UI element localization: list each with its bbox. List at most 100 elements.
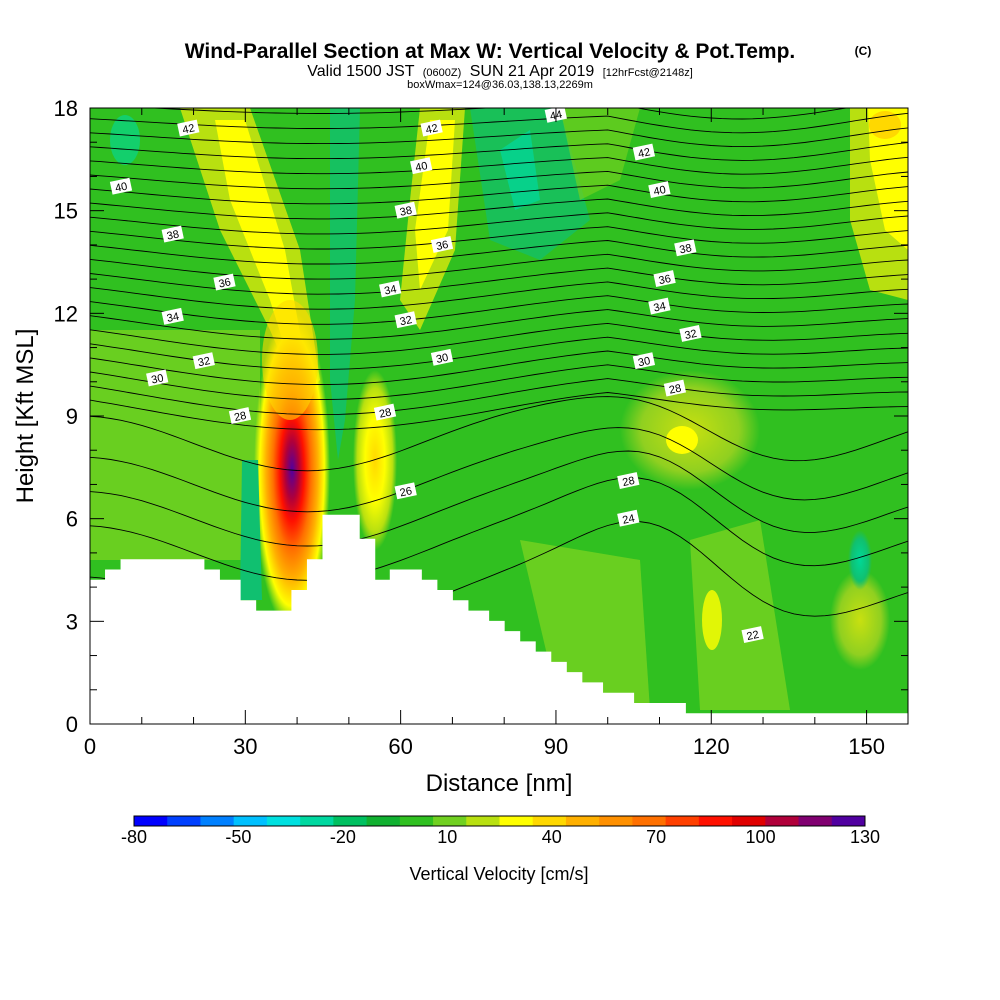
- field-teal-dip: [240, 460, 262, 600]
- theta-contour-label: 22: [741, 626, 764, 643]
- theta-contour-label-text: 36: [218, 276, 232, 290]
- x-tick-label: 30: [233, 734, 257, 759]
- x-axis-label: Distance [nm]: [426, 770, 573, 797]
- theta-contour-label-text: 38: [678, 242, 692, 256]
- theta-contour-line: [90, 350, 908, 385]
- theta-contour-label-text: 36: [435, 239, 449, 253]
- theta-contour-line: [90, 267, 908, 295]
- field-teal-far-right: [848, 530, 872, 590]
- theta-contour-label-text: 40: [114, 181, 128, 195]
- theta-contour-label-text: 42: [425, 122, 439, 136]
- x-axis: 0 30 60 90 120 150: [84, 108, 885, 759]
- theta-contour-line: [90, 170, 908, 190]
- y-tick-label: 9: [66, 404, 78, 429]
- colorbar-swatch: [532, 816, 567, 826]
- theta-contour-label: 36: [653, 270, 676, 287]
- theta-contour-label-text: 28: [621, 475, 635, 489]
- colorbar-swatch: [732, 816, 766, 826]
- colorbar-swatch: [300, 816, 334, 826]
- theta-contour-line: [90, 396, 908, 472]
- theta-contour-label: 30: [632, 352, 656, 369]
- theta-contour-label-text: 36: [658, 273, 672, 287]
- theta-contour-label: 40: [109, 177, 133, 195]
- theta-contour-line: [90, 184, 908, 205]
- theta-contours: [90, 108, 908, 633]
- field-yellow-right-blob: [666, 426, 698, 454]
- colorbar-swatch: [831, 816, 866, 826]
- theta-contour-line: [90, 295, 908, 325]
- chart-subtitle-box: boxWmax=124@36.03,138.13,2269m: [407, 79, 593, 91]
- colorbar-tick-label: 40: [542, 827, 562, 847]
- colorbar-tick-label: 130: [850, 827, 880, 847]
- theta-contour-line: [90, 322, 908, 355]
- theta-contour-label: 38: [161, 225, 184, 243]
- theta-contour-label-text: 40: [414, 160, 428, 174]
- theta-contour-label-text: 34: [166, 311, 180, 325]
- theta-contour-label: 26: [394, 482, 417, 499]
- colorbar-swatch: [765, 816, 800, 826]
- theta-contour-label: 28: [228, 407, 252, 424]
- colorbar-swatch: [565, 816, 600, 826]
- colorbar-swatch: [632, 816, 667, 826]
- colorbar-swatch: [665, 816, 700, 826]
- theta-contour-label-text: 30: [150, 372, 164, 386]
- colorbar: -80 -50 -20 10 40 70 100 130: [121, 815, 880, 847]
- colorbar-tick-label: -50: [225, 827, 251, 847]
- theta-contour-label: 36: [213, 273, 236, 291]
- field-light-far-right: [830, 570, 890, 670]
- colorbar-label: Vertical Velocity [cm/s]: [409, 864, 588, 884]
- theta-contour-label: 38: [394, 201, 417, 219]
- x-tick-label: 60: [388, 734, 412, 759]
- colorbar-tick-label: -80: [121, 827, 147, 847]
- colorbar-tick-label: -20: [330, 827, 356, 847]
- terrain-mask: [90, 514, 908, 724]
- field-orange-upper-right: [869, 111, 901, 139]
- colorbar-swatch: [366, 816, 401, 826]
- theta-contour-line: [90, 253, 908, 280]
- theta-contour-label: 30: [146, 369, 169, 387]
- theta-contour-line: [146, 108, 849, 120]
- updraft-tail: [262, 300, 318, 420]
- theta-contour-label: 32: [679, 324, 702, 342]
- x-tick-label: 120: [693, 734, 730, 759]
- theta-contour-line: [90, 477, 908, 581]
- y-tick-label: 6: [66, 507, 78, 532]
- chart-title: Wind-Parallel Section at Max W: Vertical…: [185, 40, 796, 63]
- colorbar-swatch: [200, 816, 235, 826]
- y-tick-label: 12: [54, 301, 78, 326]
- x-tick-label: 90: [544, 734, 568, 759]
- plot-field: 4240383634323028424038363432302826444240…: [90, 108, 908, 724]
- colorbar-tick-label: 70: [646, 827, 666, 847]
- theta-contour-line: [90, 112, 908, 134]
- theta-contour-line: [90, 392, 908, 431]
- theta-contour-label: 28: [663, 379, 687, 397]
- theta-contour-label-text: 28: [233, 410, 247, 424]
- theta-contour-line: [90, 240, 908, 265]
- colorbar-swatch: [433, 816, 467, 826]
- colorbar-swatch: [466, 816, 500, 826]
- theta-contour-label: 28: [617, 472, 640, 489]
- colorbar-swatch: [167, 816, 201, 826]
- x-tick-label: 0: [84, 734, 96, 759]
- field-yellow-lower-right: [702, 590, 722, 650]
- chart-subtitle: Valid 1500 JST (0600Z) SUN 21 Apr 2019 […: [307, 63, 693, 80]
- theta-contour-line: [90, 309, 908, 340]
- theta-contour-labels: 4240383634323028424038363432302826444240…: [109, 108, 764, 643]
- theta-contour-label: 34: [161, 307, 184, 325]
- y-tick-label: 18: [54, 96, 78, 121]
- field-band-left: [90, 330, 260, 560]
- theta-contour-label-text: 42: [181, 122, 195, 136]
- field-light-lower-right: [690, 520, 790, 710]
- theta-contour-label: 40: [648, 181, 671, 198]
- theta-contour-label: 24: [617, 509, 640, 527]
- theta-contour-label-text: 40: [652, 184, 666, 198]
- theta-contour-label-text: 30: [435, 352, 449, 366]
- theta-contour-label: 36: [430, 235, 454, 253]
- theta-contour-label: 42: [632, 143, 656, 161]
- subtitle-valid: Valid 1500 JST: [307, 63, 415, 80]
- theta-contour-label-text: 32: [197, 355, 211, 369]
- colorbar-swatch: [599, 816, 633, 826]
- field-teal-center: [330, 108, 360, 460]
- theta-contour-label-text: 32: [684, 328, 698, 342]
